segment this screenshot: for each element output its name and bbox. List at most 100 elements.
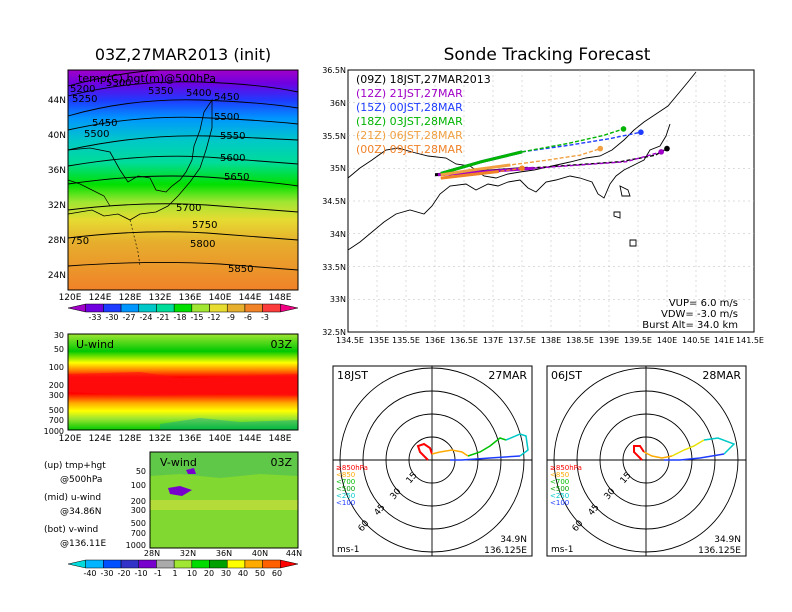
colorbar-label: -20 [117, 569, 130, 578]
hodo-time: 06JST [551, 369, 582, 382]
colorbar-label: -10 [134, 569, 147, 578]
y-tick-label: 35.5N [322, 132, 346, 141]
y-tick-label: 32N [48, 201, 66, 211]
x-tick-label: 140E [209, 293, 232, 303]
hodo-trace-100 [664, 453, 725, 461]
x-tick-label: 144E [239, 293, 262, 303]
contour-label: 750 [70, 236, 89, 247]
colorbar-swatch [120, 303, 140, 313]
legend-entry: <850 [336, 471, 355, 479]
legend-18z: (18Z) 03JST,28MAR [356, 115, 463, 128]
x-tick-label: 136E [179, 434, 202, 444]
colorbar-label: 10 [187, 569, 197, 578]
track-map-panel: (09Z) 18JST,27MAR2013 (12Z) 21JST,27MAR … [322, 66, 764, 345]
colorbar-swatch [138, 303, 157, 313]
hodo-trace-850 [633, 445, 645, 461]
colorbar-label: 30 [221, 569, 231, 578]
y-tick-label: 700 [49, 416, 64, 425]
y-tick-label: 1000 [44, 427, 64, 436]
hodo-trace-100 [450, 455, 521, 461]
legend-entry: <100 [336, 499, 355, 507]
track-line [437, 151, 662, 176]
colorbar-swatch [156, 303, 175, 313]
sonde-tracks [434, 126, 670, 180]
colorbar-swatch [173, 303, 193, 313]
landing-point [658, 149, 664, 155]
temp-frame [67, 69, 299, 291]
contour-label: 5400 [186, 88, 211, 99]
u-wind-frame [67, 333, 299, 431]
colorbar-label: 60 [272, 569, 282, 578]
x-tick-label: 134.5E [336, 336, 364, 345]
colorbar-label: -24 [139, 313, 152, 322]
colorbar-swatch [244, 303, 263, 313]
track-line [440, 147, 601, 176]
x-tick-label: 124E [89, 293, 112, 303]
height-contours [67, 69, 299, 271]
colorbar-label: -3 [261, 313, 269, 322]
contour-label: 5500 [84, 129, 109, 140]
u-wind-y-ticks: 30 50 100 200 300 500 700 1000 [44, 331, 64, 436]
colorbar-label: -1 [154, 569, 162, 578]
legend-12z: (12Z) 21JST,27MAR [356, 87, 463, 100]
colorbar-swatch [67, 303, 86, 313]
y-tick-label: 100 [131, 481, 146, 490]
u-wind-panel: U-wind 03Z 30 50 100 200 300 500 700 100… [44, 331, 299, 444]
map-coastline [347, 71, 697, 251]
x-tick-label: 28N [144, 549, 160, 558]
legend-entry: <100 [550, 499, 569, 507]
y-tick-label: 32.5N [322, 328, 346, 337]
x-tick-label: 138E [541, 336, 561, 345]
v-wind-time: 03Z [270, 456, 292, 469]
x-tick-label: 124E [89, 434, 112, 444]
y-tick-label: 44N [48, 96, 66, 106]
contour-labels: 5200 5250 5300 5350 5400 5450 5450 5500 … [70, 78, 253, 275]
v-wind-mid [150, 500, 298, 510]
vup-param: VUP= 6.0 m/s [669, 298, 738, 309]
x-tick-label: 137.5E [508, 336, 536, 345]
side-label-bot: (bot) v-wind [44, 525, 98, 535]
hodograph-rings [333, 366, 532, 556]
x-tick-label: 136E [425, 336, 445, 345]
colorbar-label: -15 [190, 313, 203, 322]
hodo-lon: 136.125E [698, 546, 741, 556]
legend-15z: (15Z) 00JST,28MAR [356, 101, 463, 114]
vdw-param: VDW= -3.0 m/s [661, 309, 738, 320]
u-wind-label: U-wind [76, 338, 114, 351]
y-tick-label: 24N [48, 271, 66, 281]
x-tick-label: 136E [179, 293, 202, 303]
v-wind-negative-cell [186, 468, 196, 474]
y-tick-label: 34.5N [322, 197, 346, 206]
contour-label: 5550 [220, 131, 245, 142]
y-tick-label: 35N [330, 164, 346, 173]
coastline [67, 98, 213, 221]
x-tick-label: 144E [239, 434, 262, 444]
colorbar-label: 1 [172, 569, 177, 578]
y-tick-label: 300 [131, 506, 146, 515]
track-ascent [440, 170, 499, 180]
legend-09z: (09Z) 18JST,27MAR2013 [356, 73, 491, 86]
x-tick-label: 132E [149, 434, 172, 444]
colorbar-swatch [120, 559, 140, 569]
y-tick-label: 200 [49, 381, 64, 390]
y-tick-label: 500 [131, 519, 146, 528]
x-tick-label: 135E [369, 336, 389, 345]
colorbar-swatch [280, 303, 299, 313]
side-label-bot2: @136.11E [60, 539, 106, 549]
wind-colorbar [67, 559, 299, 569]
track-ascent [440, 163, 511, 177]
colorbar-label: -9 [227, 313, 235, 322]
launch-params: VUP= 6.0 m/s VDW= -3.0 m/s Burst Alt= 34… [642, 298, 738, 331]
hodo-lat: 34.9N [500, 535, 527, 545]
x-tick-label: 139E [599, 336, 619, 345]
v-wind-label: V-wind [160, 456, 197, 469]
colorbar-swatch [280, 559, 299, 569]
contour-label: 5350 [148, 86, 173, 97]
legend-entry: <850 [550, 471, 569, 479]
y-tick-label: 50 [136, 467, 146, 476]
v-wind-y-ticks: 50 100 200 300 500 700 1000 [126, 467, 146, 550]
colorbar-label: -33 [88, 313, 101, 322]
colorbar-label: -30 [105, 313, 118, 322]
v-wind-panel: V-wind 03Z 50 100 200 300 500 700 1000 2… [67, 451, 302, 578]
